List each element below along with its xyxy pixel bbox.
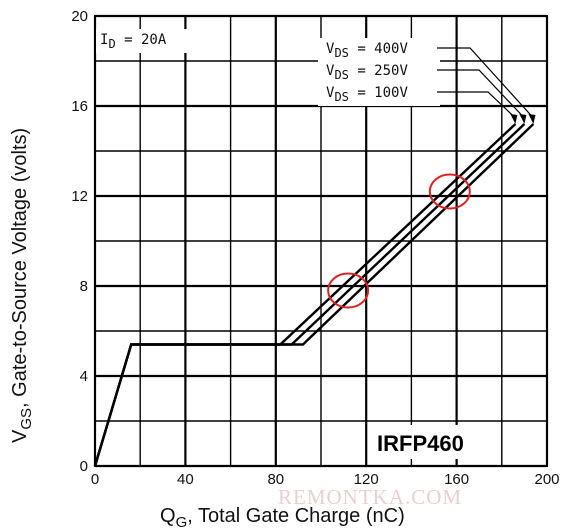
leader-arrowhead	[528, 114, 536, 124]
series-layer	[93, 123, 535, 467]
legend-leader-lines	[437, 47, 536, 124]
y-axis-title: VGS, Gate-to-Source Voltage (volts)	[9, 128, 35, 443]
x-tick-label: 40	[177, 471, 194, 488]
legend-leader-line	[437, 69, 525, 119]
x-tick-labels: 0 40 80 120 160 200	[91, 471, 560, 488]
legend-bg	[318, 38, 440, 106]
id-annotation: ID = 20A	[100, 32, 167, 51]
y-tick-label: 20	[71, 8, 88, 25]
y-tick-labels: 0 4 8 12 16 20	[71, 8, 88, 475]
highlight-circle	[327, 272, 370, 309]
x-tick-label: 200	[534, 471, 559, 488]
part-number-bg	[368, 425, 500, 459]
id-annotation-bg	[96, 29, 192, 53]
y-tick-label: 16	[71, 98, 88, 115]
x-tick-label: 120	[354, 471, 379, 488]
highlight-layer	[327, 173, 471, 309]
legend-250v: VDS = 250V	[326, 63, 408, 82]
series-line-v-ds-400v	[93, 123, 535, 467]
series-line-v-ds-100v	[93, 123, 517, 467]
y-tick-label: 4	[80, 368, 88, 385]
x-tick-label: 0	[91, 471, 99, 488]
legend-100v: VDS = 100V	[326, 85, 408, 104]
watermark: REMONTKA.COM	[278, 485, 462, 509]
y-tick-label: 12	[71, 188, 88, 205]
legend-400v: VDS = 400V	[326, 41, 408, 60]
leader-arrowhead	[510, 114, 518, 124]
part-number: IRFP460	[377, 431, 464, 456]
legend-leader-line	[437, 91, 516, 119]
highlight-circle	[428, 173, 471, 210]
leader-arrowhead	[519, 114, 527, 124]
legend-leader-line	[437, 47, 534, 119]
x-axis-title: QG, Total Gate Charge (nC)	[160, 505, 405, 529]
x-tick-label: 160	[444, 471, 469, 488]
y-tick-label: 8	[80, 278, 88, 295]
plot-frame	[94, 15, 548, 467]
y-tick-label: 0	[80, 458, 88, 475]
x-tick-label: 80	[267, 471, 284, 488]
